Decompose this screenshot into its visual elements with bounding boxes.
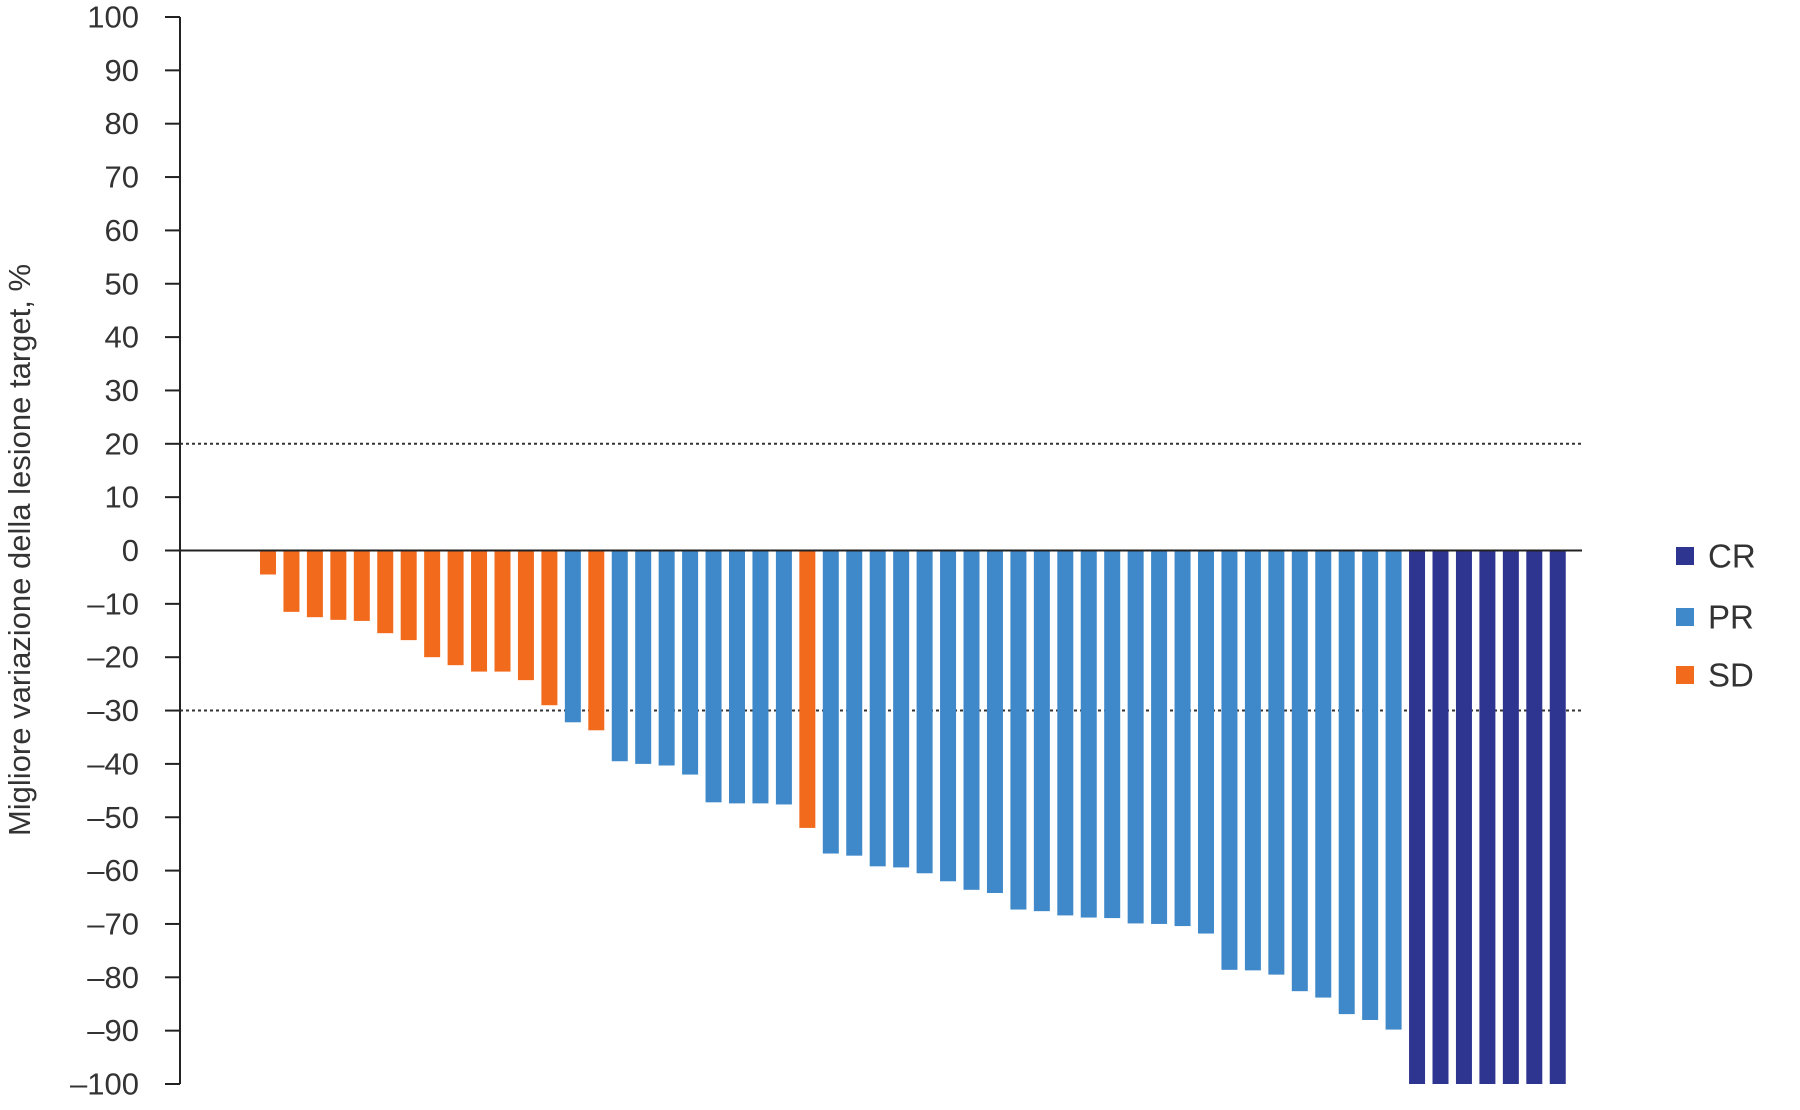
bar-pr [1244,550,1261,971]
y-tick-label: –40 [87,746,139,781]
y-tick-label: 40 [105,320,139,355]
legend-swatch [1676,666,1694,684]
bar-sd [306,550,323,618]
legend-swatch [1676,608,1694,626]
bar-cr [1409,550,1426,1084]
legend: CR PR SD [1676,538,1756,694]
bar-cr [1432,550,1449,1084]
bar-pr [1080,550,1097,918]
legend-item-sd: SD [1676,657,1754,694]
legend-item-cr: CR [1676,538,1756,575]
bar-pr [564,550,581,723]
bar-pr [658,550,675,766]
bar-pr [1291,550,1308,992]
y-tick-label: 0 [122,533,139,568]
legend-item-pr: PR [1676,599,1754,636]
y-axis-ticks: 1009080706050403020100–10–20–30–40–50–60… [70,0,180,1102]
bar-cr [1549,550,1566,1084]
bar-pr [1385,550,1402,1030]
bar-sd [260,550,276,575]
y-tick-label: 30 [105,373,139,408]
y-tick-label: –20 [87,640,139,675]
bar-sd [400,550,417,641]
bar-pr [1338,550,1355,1015]
bar-pr [916,550,933,874]
bar-pr [1362,550,1379,1020]
y-tick-label: –60 [87,853,139,888]
y-tick-label: 50 [105,266,139,301]
bar-pr [1033,550,1050,912]
bar-pr [1151,550,1168,924]
bar-pr [940,550,957,882]
bar-pr [729,550,745,804]
legend-label: SD [1708,657,1754,694]
bar-cr [1526,550,1543,1084]
bar-pr [1221,550,1238,970]
y-tick-label: –80 [87,960,139,995]
y-tick-label: 90 [105,53,139,88]
bar-pr [775,550,792,805]
bar-sd [517,550,534,681]
bar-pr [1268,550,1285,975]
bar-sd [447,550,464,666]
y-tick-label: –50 [87,800,139,835]
legend-label: CR [1708,538,1756,575]
y-tick-label: –10 [87,586,139,621]
y-tick-label: –70 [87,906,139,941]
y-tick-label: –100 [70,1067,139,1102]
y-tick-label: 10 [105,480,139,515]
bar-pr [1174,550,1191,927]
y-tick-label: –30 [87,693,139,728]
y-tick-label: 20 [105,426,139,461]
bar-pr [822,550,839,854]
bar-sd [330,550,347,620]
bar-pr [752,550,769,804]
bar-cr [1479,550,1496,1084]
bar-sd [283,550,300,612]
bar-pr [705,550,722,803]
bar-series [260,550,1566,1084]
y-tick-label: 70 [105,160,139,195]
bar-pr [1127,550,1144,924]
bar-cr [1502,550,1519,1084]
y-tick-label: –90 [87,1013,139,1048]
y-axis-title: Migliore variazione della lesione target… [2,264,37,836]
bar-pr [893,550,910,868]
bar-pr [682,550,699,775]
bar-pr [1198,550,1214,934]
y-tick-label: 100 [87,0,139,35]
bar-pr [635,550,652,764]
legend-label: PR [1708,599,1754,636]
bar-pr [1104,550,1121,919]
bar-cr [1455,550,1472,1084]
legend-swatch [1676,547,1694,565]
bar-pr [1315,550,1332,998]
bar-sd [588,550,605,731]
bar-pr [1010,550,1027,910]
bar-sd [353,550,370,621]
bar-pr [869,550,886,867]
bar-sd [471,550,488,672]
bar-sd [494,550,511,672]
bar-pr [963,550,980,890]
y-tick-label: 60 [105,213,139,248]
bar-sd [424,550,441,658]
bar-sd [377,550,394,634]
bar-pr [611,550,628,762]
bar-sd [541,550,558,706]
bar-pr [846,550,863,856]
bar-pr [986,550,1003,894]
y-tick-label: 80 [105,106,139,141]
bar-pr [1057,550,1074,916]
bar-sd [799,550,816,828]
